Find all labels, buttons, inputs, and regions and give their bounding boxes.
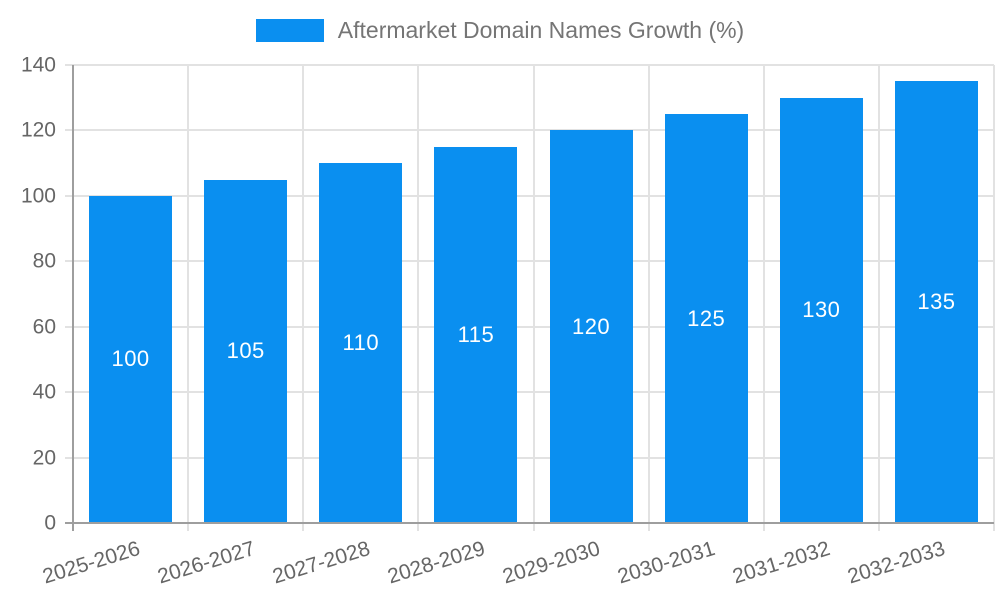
x-tick-label: 2026-2027 (154, 537, 258, 589)
v-gridline (762, 65, 765, 531)
h-gridline (65, 129, 994, 132)
bar-value-label: 100 (111, 346, 150, 372)
y-axis-line (72, 65, 74, 531)
bar: 130 (779, 97, 863, 523)
y-tick-label: 120 (20, 118, 56, 142)
bar: 105 (204, 179, 288, 523)
v-gridline (417, 65, 420, 531)
bar-value-label: 110 (342, 330, 380, 356)
bar-value-label: 120 (571, 313, 611, 339)
y-tick-label: 140 (20, 53, 56, 77)
x-tick-label: 2025-2026 (39, 537, 143, 589)
x-tick-label: 2030-2031 (615, 537, 718, 589)
h-gridline (65, 391, 994, 394)
bar: 125 (664, 114, 748, 523)
v-gridline (187, 65, 190, 531)
y-tick-label: 100 (20, 184, 56, 208)
legend-label[interactable]: Aftermarket Domain Names Growth (%) (337, 17, 745, 43)
v-gridline (647, 65, 650, 531)
y-tick-label: 0 (44, 511, 56, 535)
v-gridline (302, 65, 305, 531)
bar-value-label: 130 (802, 297, 841, 323)
chart-legend: Aftermarket Domain Names Growth (%) (0, 16, 1000, 44)
bar-value-label: 105 (226, 338, 265, 364)
h-gridline (65, 194, 994, 197)
h-gridline (65, 64, 994, 66)
h-gridline (65, 325, 994, 328)
bar: 110 (319, 163, 403, 523)
x-tick-label: 2027-2028 (269, 537, 373, 589)
bar: 135 (894, 81, 978, 523)
h-gridline (65, 456, 994, 459)
x-tick-label: 2032-2033 (845, 537, 949, 589)
legend-swatch[interactable] (255, 18, 324, 42)
y-tick-label: 40 (32, 380, 56, 404)
y-tick-label: 20 (32, 446, 56, 470)
x-tick-label: 2029-2030 (500, 537, 603, 589)
bar-value-label: 115 (457, 321, 495, 347)
y-tick-label: 60 (32, 315, 56, 339)
bar: 100 (89, 195, 173, 523)
x-axis-line (65, 522, 994, 524)
bar-value-label: 135 (917, 289, 956, 315)
bar: 115 (434, 146, 518, 523)
bar-value-label: 125 (687, 305, 726, 331)
bar: 120 (549, 130, 633, 523)
plot-area: 0 20 40 60 80 100 120 140 100 105 110 115 120 125 130 1… (21, 55, 995, 588)
v-gridline (877, 65, 880, 531)
x-tick-label: 2028-2029 (384, 537, 488, 589)
v-gridline (532, 65, 535, 531)
v-gridline (993, 65, 995, 531)
x-tick-label: 2031-2032 (730, 537, 834, 589)
y-tick-label: 80 (32, 249, 56, 273)
h-gridline (65, 260, 994, 263)
